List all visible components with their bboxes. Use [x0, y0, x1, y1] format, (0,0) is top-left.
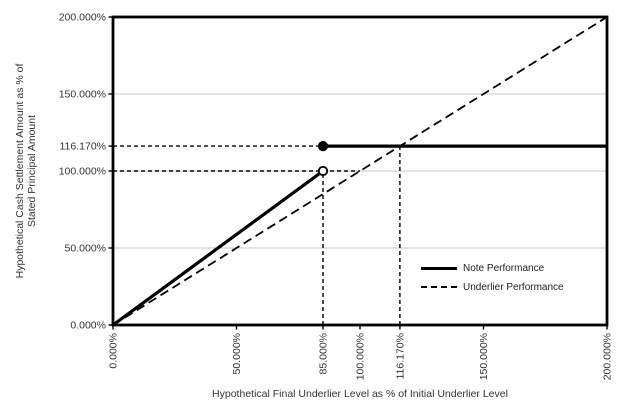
solid-line-sample-icon: [421, 266, 457, 270]
legend: Note Performance Underlier Performance: [421, 261, 564, 294]
y-tick-label-116.17: 116.170%: [59, 141, 106, 153]
x-tick-label-85: 85.000%: [318, 333, 330, 374]
legend-label-note-performance: Note Performance: [463, 262, 545, 274]
x-tick-label-100: 100.000%: [355, 333, 367, 380]
legend-item-underlier-performance: Underlier Performance: [421, 280, 564, 294]
y-axis-title-line2: Stated Principal Amount: [26, 114, 38, 228]
y-tick-label-100: 100.000%: [59, 166, 106, 178]
legend-label-underlier-performance: Underlier Performance: [463, 281, 564, 293]
y-tick-label-50: 50.000%: [65, 243, 106, 255]
x-tick-label-150: 150.000%: [478, 333, 490, 380]
y-tick-label-0: 0.000%: [70, 320, 106, 332]
x-axis-title: Hypothetical Final Underlier Level as % …: [212, 388, 508, 400]
marker-filled-85-116.17: [317, 141, 329, 152]
y-axis-title: Hypothetical Cash Settlement Amount as %…: [14, 64, 38, 279]
x-tick-label-200: 200.000%: [602, 333, 614, 380]
dashed-line-sample-icon: [421, 286, 457, 288]
series-note-performance-segment-1: [112, 169, 324, 327]
y-tick-label-150: 150.000%: [59, 89, 106, 101]
x-tick-label-0: 0.000%: [108, 333, 120, 369]
x-tick-label-116.17: 116.170%: [394, 333, 406, 380]
marker-open-85-100: [317, 165, 329, 177]
legend-item-note-performance: Note Performance: [421, 261, 564, 275]
y-tick-label-200: 200.000%: [59, 12, 106, 24]
x-tick-label-50: 50.000%: [231, 333, 243, 374]
y-axis-title-line1: Hypothetical Cash Settlement Amount as %…: [14, 63, 26, 279]
